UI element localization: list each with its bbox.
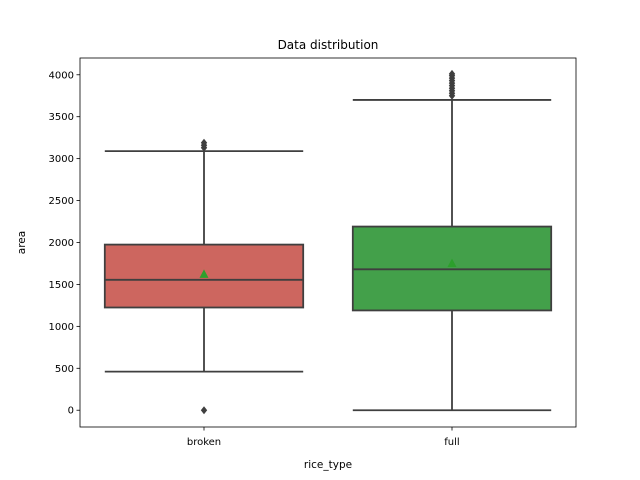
x-axis: broken full xyxy=(187,427,460,448)
y-tick-label: 4000 xyxy=(49,70,74,81)
y-tick-label: 500 xyxy=(55,364,74,375)
box-broken xyxy=(103,138,305,415)
outlier-point xyxy=(200,406,208,415)
box-full xyxy=(351,69,553,412)
outlier-point xyxy=(200,138,208,147)
chart-title: Data distribution xyxy=(278,38,379,52)
y-tick-label: 2000 xyxy=(49,238,74,249)
outlier-point xyxy=(448,69,456,78)
mean-marker xyxy=(447,258,457,267)
y-tick-label: 3000 xyxy=(49,154,74,165)
mean-marker xyxy=(199,269,209,278)
x-tick-label: broken xyxy=(187,437,221,448)
y-tick-label: 3500 xyxy=(49,112,74,123)
x-tick-label: full xyxy=(444,437,459,448)
y-axis: 0 500 1000 1500 2000 2500 3000 3500 4000 xyxy=(49,70,80,417)
x-axis-label: rice_type xyxy=(304,459,352,471)
y-tick-label: 2500 xyxy=(49,196,74,207)
y-axis-label: area xyxy=(16,231,28,254)
boxes xyxy=(103,69,553,415)
y-tick-label: 1000 xyxy=(49,322,74,333)
y-tick-label: 1500 xyxy=(49,280,74,291)
y-tick-label: 0 xyxy=(68,406,74,417)
